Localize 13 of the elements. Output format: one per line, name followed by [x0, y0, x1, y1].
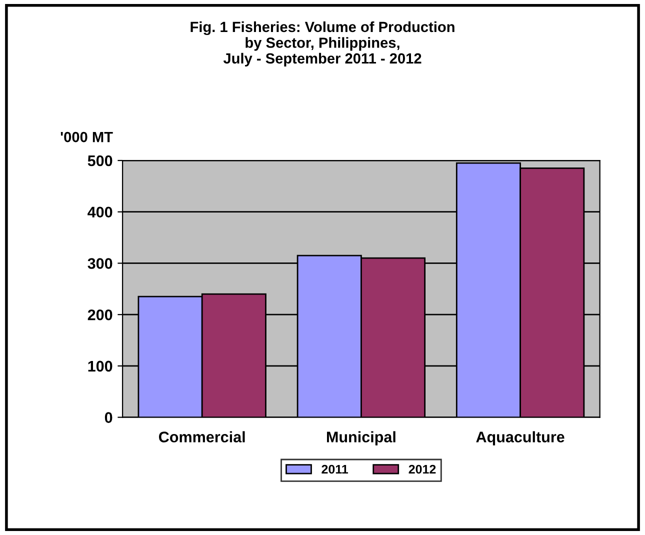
y-tick-label: 500 [88, 155, 112, 166]
y-tick-label: 300 [88, 258, 112, 269]
legend-label: 2012 [408, 464, 436, 474]
y-tick-label: 100 [88, 360, 112, 372]
y-tick-label: 0 [104, 412, 112, 423]
x-tick-label: Aquaculture [476, 431, 564, 446]
y-tick-label: 400 [88, 206, 112, 218]
legend-label: 2011 [322, 464, 348, 474]
x-tick-label: Municipal [327, 431, 396, 446]
chart-title: Fig. 1 Fisheries: Volume of Production by Sector, Philippines, July - September 2011 - 2012 [190, 21, 454, 66]
x-tick-label: Commercial [159, 431, 245, 442]
y-axis-title: '000 MT [60, 132, 113, 142]
y-tick-label: 200 [88, 309, 112, 320]
